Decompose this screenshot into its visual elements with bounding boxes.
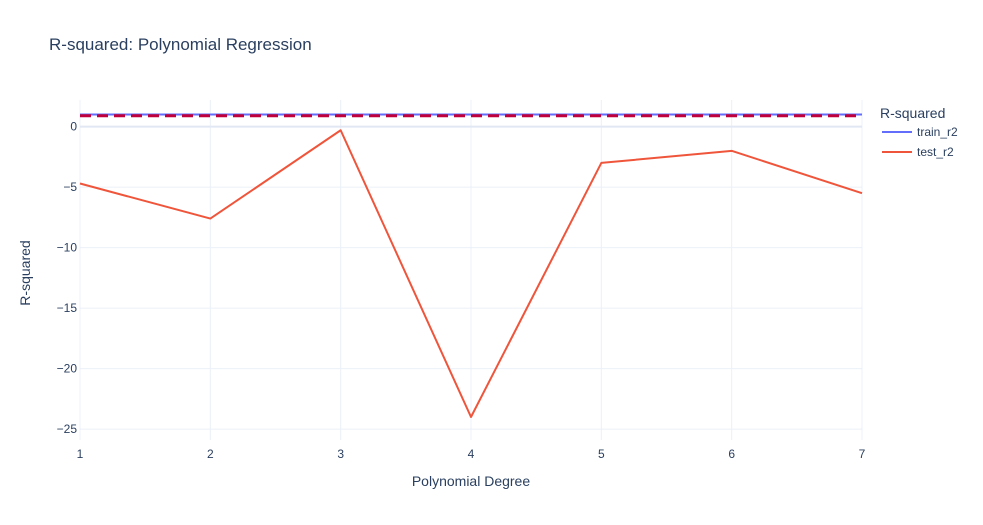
x-tick-label: 3 — [337, 447, 344, 461]
series-line-test-r2[interactable] — [79, 129, 863, 419]
x-tick-label: 1 — [77, 447, 84, 461]
y-tick-label: −25 — [57, 422, 78, 436]
legend-title: R-squared — [880, 105, 945, 121]
x-axis-label: Polynomial Degree — [412, 473, 530, 489]
y-tick-label: −20 — [57, 362, 78, 376]
legend-label: train_r2 — [917, 125, 958, 139]
x-tick-label: 5 — [598, 447, 605, 461]
y-axis-ticks: 0 −5 −10 −15 −20 −25 — [57, 120, 78, 436]
chart-title: R-squared: Polynomial Regression — [49, 35, 312, 54]
legend-item-train-r2[interactable]: train_r2 — [882, 125, 958, 139]
y-tick-label: −15 — [57, 301, 78, 315]
x-tick-label: 4 — [468, 447, 475, 461]
x-tick-label: 2 — [207, 447, 214, 461]
x-tick-label: 7 — [859, 447, 866, 461]
y-axis-label: R-squared — [17, 240, 33, 305]
grid — [79, 100, 863, 440]
x-tick-label: 6 — [728, 447, 735, 461]
y-tick-label: −10 — [57, 241, 78, 255]
y-tick-label: −5 — [63, 180, 77, 194]
x-axis-ticks: 1 2 3 4 5 6 7 — [77, 447, 866, 461]
legend[interactable]: R-squared train_r2 test_r2 — [880, 105, 958, 159]
legend-label: test_r2 — [917, 145, 954, 159]
legend-item-test-r2[interactable]: test_r2 — [882, 145, 954, 159]
y-tick-label: 0 — [70, 120, 77, 134]
